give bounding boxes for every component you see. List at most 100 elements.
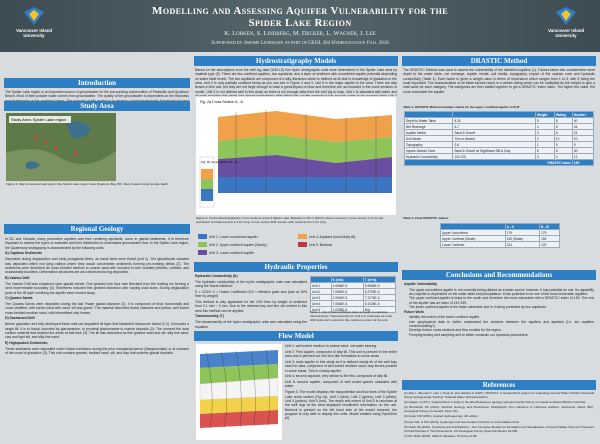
hydraulic-text: Hydraulic Conductivity (K) The hydraulic … xyxy=(195,274,307,330)
table-cell: 120 xyxy=(539,241,560,248)
future-list: Identify the extent of the lower confine… xyxy=(404,315,594,337)
section-heading: Flow Model xyxy=(194,331,398,341)
legend-swatch xyxy=(198,250,207,255)
paragraph: Unit 3: main aquifer in this study as it… xyxy=(285,359,397,373)
paragraph: (1) Aller L, Bennett T, Lehr J, Petty R,… xyxy=(404,392,594,399)
table-caption: Table 1. Unit 3 had insufficient data on… xyxy=(310,310,392,322)
paragraph: Deposited during deglaciation and early … xyxy=(5,257,189,275)
paragraph: Transmissivity (T) xyxy=(195,314,224,319)
paragraph: The Vashon Drift was emplaced upon glaci… xyxy=(5,281,189,295)
subheading: Aquifer Vulnerability xyxy=(404,282,438,286)
paragraph: A) Capilano Sediments xyxy=(5,251,42,256)
hydraulic-paragraphs: The hydraulic conductivity of the hydro … xyxy=(195,280,307,330)
table: K (m/s) T (m²/s) Unit 1 1.6966E-5 5.6966E-5 U… xyxy=(310,276,397,313)
legend: Unit 1: Lower unconfined aquifer Unit 2: … xyxy=(198,234,396,260)
paragraph: The hydraulic conductivity of the hydro … xyxy=(195,279,307,289)
table-cell: 124 xyxy=(504,241,541,248)
geology-text: In BC and Canada, many productive aquife… xyxy=(5,237,189,442)
header xyxy=(0,0,600,52)
legend-item: Unit 4: Aquitard (most likely till) xyxy=(298,234,355,239)
section-heading: References xyxy=(402,380,596,390)
flow-model xyxy=(196,344,282,440)
legend-swatch xyxy=(198,234,207,239)
list-item: The upper unconfined aquifer is not curr… xyxy=(409,288,594,297)
paragraph: K = CD10² C = Hazen Coefficient D10 = ef… xyxy=(195,289,307,299)
table: A - A' B - B' Upper Unconfined 179 179 Upper … xyxy=(440,223,560,248)
logo-left: Vancouver Island University xyxy=(8,6,60,39)
flow-text: Unit 1: well sorted medium to coarse san… xyxy=(285,344,397,442)
table-caption: Table 2. Final DRASTIC indices xyxy=(403,216,449,220)
legend-label: Unit 5: Bedrock xyxy=(309,242,333,247)
section-heading: DRASTIC Method xyxy=(402,56,596,66)
legend-item: Unit 2: Upper confined aquifer (Sandy) xyxy=(198,242,267,247)
legend-swatch xyxy=(198,242,207,247)
paragraph: C) Quadra Sands xyxy=(5,296,33,301)
table-row: Depth to Water Table 5-30 5 8 40 xyxy=(403,117,595,124)
section-heading: Hydrostratigraphy Models xyxy=(194,56,398,66)
paragraph: (7) BC Wells (2018). WELLS database, Pro… xyxy=(404,433,478,438)
paragraph: The Quadra Sands were deposited during t… xyxy=(5,302,189,315)
fig-label: Fig. 2a Cross Section A - A' xyxy=(200,100,244,104)
indices-table: A - A' B - B' Upper Unconfined 179 179 Upper … xyxy=(440,223,560,248)
list-item: Develop further cross sections and flow … xyxy=(409,328,594,332)
study-map: Study Area: Spider Lake region xyxy=(6,113,116,181)
paragraph: Unit 5: second aquifer, composed of well… xyxy=(285,380,397,389)
subheading: Future Work xyxy=(404,309,424,314)
paragraph: (5) Hsu SM, Li WC (2016). Hydrologic and… xyxy=(404,419,520,424)
paragraph: The DRASTIC Method was used to assess th… xyxy=(403,68,595,94)
paragraph: Based on the descriptions from the well … xyxy=(195,68,397,96)
legend-label: Unit 3: Lower confined aquifer xyxy=(209,250,255,255)
map-label: Study Area: Spider Lake region xyxy=(11,117,66,122)
paragraph: (2) Clague J (1977). Quadra Sand: a stud… xyxy=(404,400,586,405)
section-heading: Introduction xyxy=(4,78,190,88)
table-caption: Table 1. DRASTIC Method example matrix f… xyxy=(403,105,520,109)
paragraph: Figure 3. The model displays the equipot… xyxy=(285,390,397,421)
supervisor: Supervised by Jerome Lesemann as part of… xyxy=(211,41,389,46)
table: Weight Rating Number Depth to Water Table 5-… xyxy=(403,111,595,166)
paragraph: (3) Bednarski JM (2014). Surficial Geolo… xyxy=(404,405,594,414)
table-cell: N/A xyxy=(362,306,397,313)
paragraph: Unit 4: second aquitard, very similar to… xyxy=(285,374,388,379)
legend-swatch xyxy=(298,242,307,247)
figure-caption: Figure 2. Hydro-lithostratigraphic cross… xyxy=(196,216,383,224)
paragraph: Unit 2: First aquifer, composed of silty… xyxy=(285,349,397,359)
section-heading: Study Area xyxy=(4,101,190,111)
logo-right: Vancouver Island University xyxy=(540,6,592,39)
section-heading: Regional Geology xyxy=(4,224,190,234)
figure-caption: Figure 1. Map of selected well logs in t… xyxy=(6,182,169,186)
index-row: DRASTIC Index 159 xyxy=(404,159,595,166)
list-item: Identify the extent of the lower confine… xyxy=(409,315,594,319)
legend-item: Unit 1: Lower unconfined aquifer xyxy=(198,234,258,239)
legend-label: Unit 4: Aquitard (most likely till) xyxy=(309,234,356,239)
paragraph: (4) Fetter CW (2001). Applied Hydrogeolo… xyxy=(404,414,479,419)
index-label: DRASTIC Index xyxy=(404,159,573,166)
title-line-2: Spider Lake Region xyxy=(248,17,352,29)
paragraph: E) Highquaked Sediments: xyxy=(5,341,48,346)
table-row: Aquifer Media Sand & Gravel 3 8 24 xyxy=(403,129,595,136)
fig-label: Fig. 2b Cross Section B - B' xyxy=(201,160,238,164)
logo-text: Vancouver Island University xyxy=(15,28,53,39)
section-heading: Hydraulic Properties xyxy=(194,262,398,272)
paragraph: Before glaciation and fully developed th… xyxy=(5,322,189,340)
legend-item: Unit 5: Bedrock xyxy=(298,242,332,247)
title: Modelling and Assessing Aquifer Vulnerab… xyxy=(152,5,448,17)
paragraph: Unit 1: well sorted medium to coarse san… xyxy=(285,344,378,348)
section-heading: Conclusions and Recommendations xyxy=(402,270,596,280)
legend-item: Unit 3: Lower confined aquifer xyxy=(198,250,254,255)
list-item: The upper confined aquifer is leaky in t… xyxy=(409,296,594,305)
paragraph: In BC and Canada, many productive aquife… xyxy=(5,237,189,250)
list-item: Use geophysical data to better understan… xyxy=(409,320,594,329)
legend-swatch xyxy=(298,234,307,239)
list-item: Pumping testing and sampling and to bett… xyxy=(409,333,594,337)
hydro-text: Based on the descriptions from the well … xyxy=(195,68,397,96)
references-text: (1) Aller L, Bennett T, Lehr J, Petty R,… xyxy=(404,392,594,442)
legend-label: Unit 2: Upper confined aquifer (Sandy) xyxy=(209,242,267,247)
table-row: Unit 5 1.0338E-6 N/A xyxy=(310,306,397,313)
subheading: Hydraulic Conductivity (K) xyxy=(195,274,238,278)
conclusion-list: The upper unconfined aquifer is not curr… xyxy=(404,288,594,310)
paragraph: B) Vashon Drift xyxy=(5,276,30,281)
paragraph: (6) Hsieh PA (2001). TopoDrive and Parti… xyxy=(404,424,594,433)
index-value: 159 xyxy=(571,159,595,166)
logo-text: Vancouver Island University xyxy=(547,28,585,39)
